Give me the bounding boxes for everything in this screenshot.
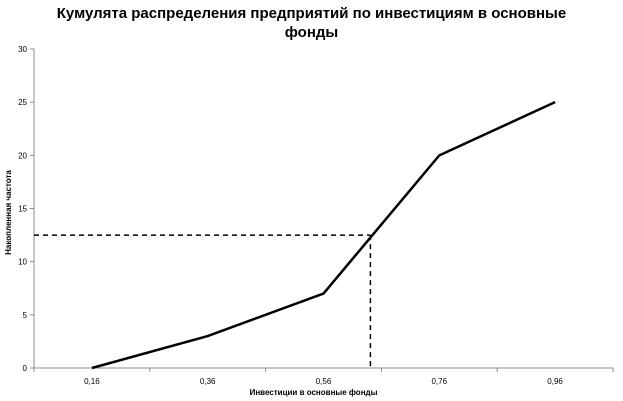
chart-title-line-1: Кумулята распределения предприятий по ин… — [56, 5, 567, 22]
y-tick-label: 0 — [23, 364, 28, 373]
y-axis-label: Накопленная частота — [4, 170, 13, 255]
x-tick-label: 0,96 — [547, 377, 563, 386]
x-axis-label: Инвестиции в основные фонды — [250, 388, 378, 397]
x-tick-label: 0,36 — [200, 377, 216, 386]
y-tick-label: 30 — [18, 45, 27, 54]
y-tick-label: 5 — [23, 311, 28, 320]
x-tick-label: 0,16 — [84, 377, 100, 386]
y-tick-label: 25 — [18, 98, 27, 107]
chart-title-line-2: фонды — [284, 24, 339, 41]
x-tick-label: 0,56 — [316, 377, 332, 386]
y-tick-label: 15 — [18, 205, 27, 214]
y-tick-label: 10 — [18, 258, 27, 267]
x-tick-label: 0,76 — [432, 377, 448, 386]
chart-title: Кумулята распределения предприятий по ин… — [0, 4, 623, 42]
y-tick-label: 20 — [18, 151, 27, 160]
